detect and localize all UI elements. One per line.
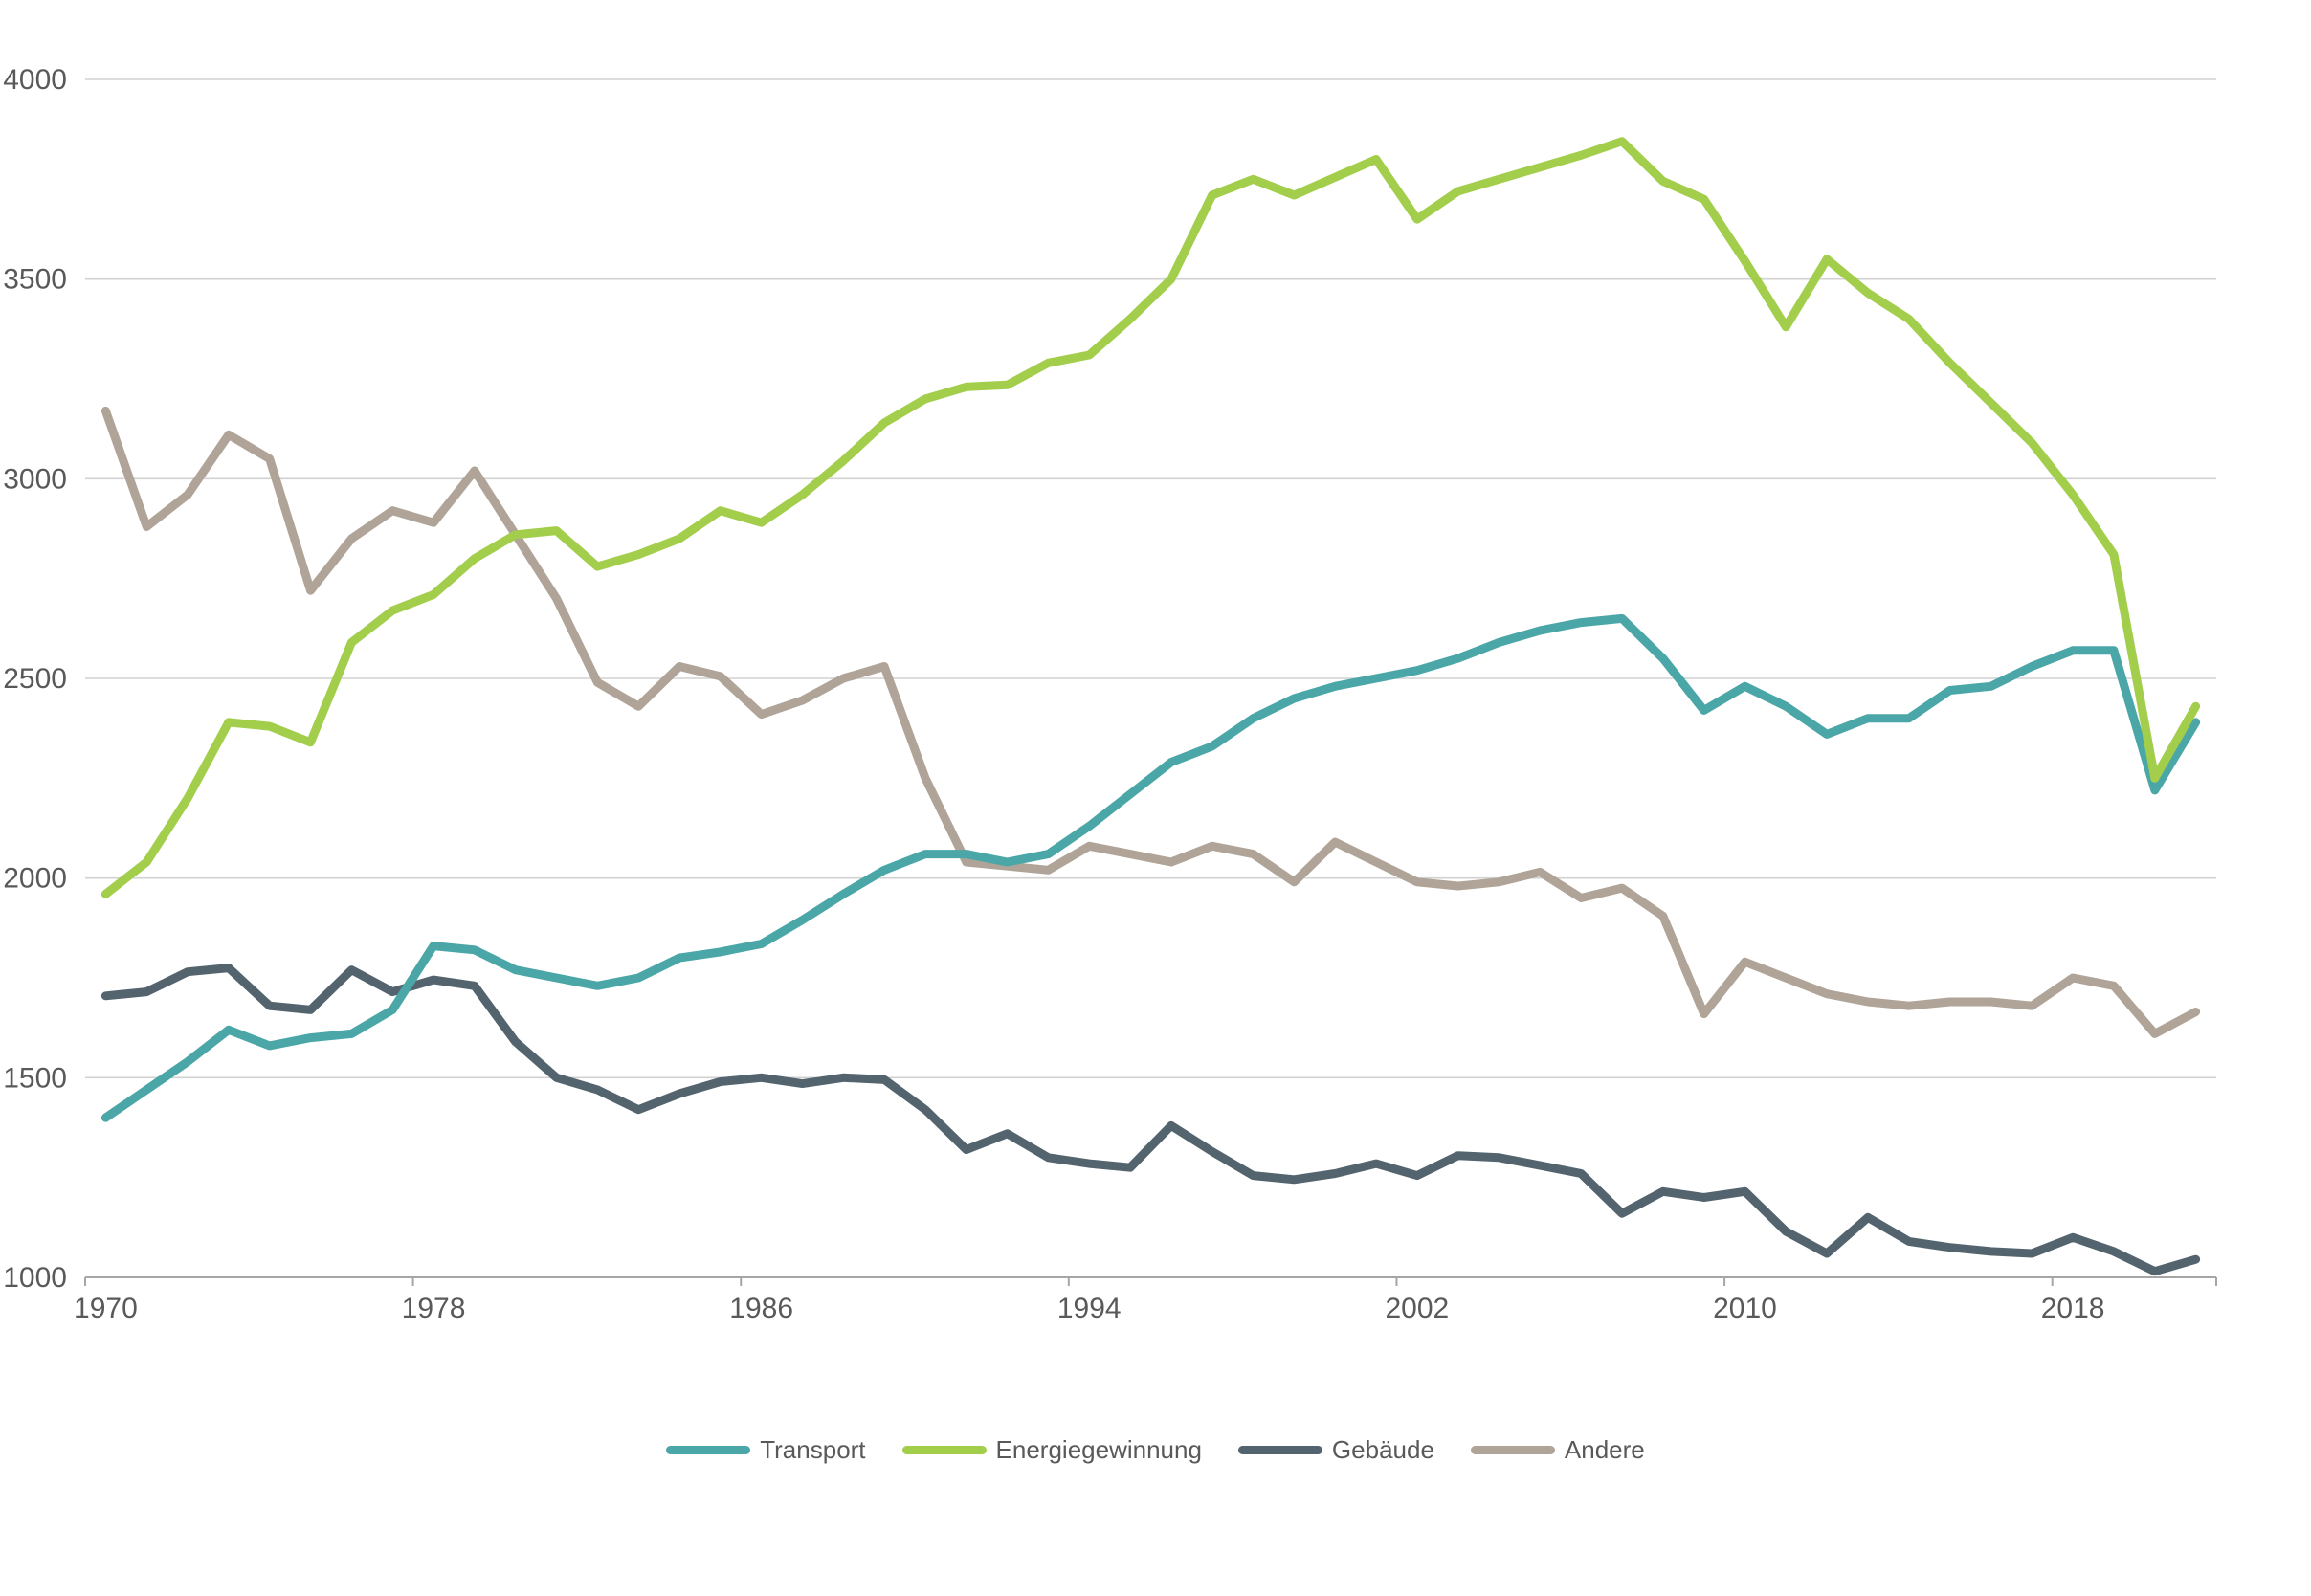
legend-label-transport: Transport	[760, 1435, 866, 1464]
y-tick-label-1500: 1500	[3, 1062, 67, 1094]
y-tick-label-2500: 2500	[3, 663, 67, 695]
chart-legend: Transport Energiegewinnung Gebäude Andere	[0, 1437, 2311, 1462]
x-axis	[84, 1276, 2217, 1286]
x-tick-label-1970: 1970	[74, 1293, 138, 1324]
legend-swatch-transport	[666, 1445, 751, 1454]
y-tick-label-4000: 4000	[3, 64, 67, 96]
y-tick-label-2000: 2000	[3, 863, 67, 895]
legend-swatch-andere	[1470, 1445, 1555, 1454]
series-line-transport	[100, 613, 2201, 1122]
legend-item-energiegewinnung: Energiegewinnung	[901, 1435, 1202, 1464]
y-tick-label-3000: 3000	[3, 463, 67, 495]
legend-swatch-energiegewinnung	[901, 1445, 987, 1454]
x-tick-label-1978: 1978	[402, 1293, 466, 1324]
legend-swatch-gebaeude	[1237, 1445, 1322, 1454]
legend-item-andere: Andere	[1470, 1435, 1645, 1464]
x-tick-label-1994: 1994	[1057, 1293, 1122, 1324]
y-tick-label-1000: 1000	[3, 1262, 67, 1294]
x-tick-label-2018: 2018	[2041, 1293, 2105, 1324]
x-tick-label-1986: 1986	[729, 1293, 793, 1324]
gridlines	[85, 78, 2216, 1079]
series-line-gebaeude	[100, 964, 2201, 1276]
legend-item-transport: Transport	[666, 1435, 866, 1464]
series-line-andere	[100, 406, 2201, 1038]
x-axis-labels: 1970 1978 1986 1994 2002 2010 2018	[74, 1293, 2104, 1324]
series-line-energiegewinnung	[100, 137, 2201, 898]
y-tick-label-3500: 3500	[3, 264, 67, 296]
legend-label-andere: Andere	[1564, 1435, 1645, 1464]
legend-item-gebaeude: Gebäude	[1237, 1435, 1434, 1464]
x-tick-label-2002: 2002	[1386, 1293, 1450, 1324]
x-tick-label-2010: 2010	[1713, 1293, 1777, 1324]
legend-label-energiegewinnung: Energiegewinnung	[995, 1435, 1202, 1464]
legend-label-gebaeude: Gebäude	[1331, 1435, 1434, 1464]
y-axis-labels: 1000 1500 2000 2500 3000 3500 4000	[3, 64, 67, 1294]
